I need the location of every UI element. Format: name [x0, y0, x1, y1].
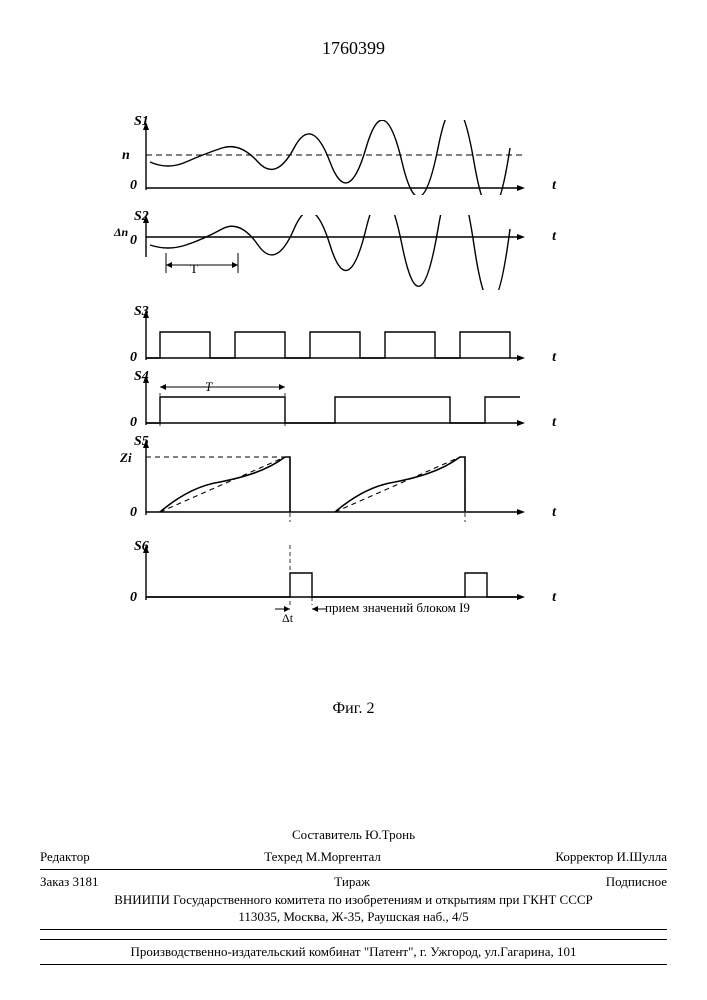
s4-ylabel: S4 [134, 369, 149, 385]
s1-midlabel: n [122, 148, 130, 164]
s1-ylabel: S1 [134, 114, 149, 130]
s4-period: T [205, 379, 212, 395]
s1-xlabel: t [552, 178, 556, 194]
s3-svg [130, 310, 530, 365]
s5-zi: Zi [120, 450, 132, 466]
s5-svg [130, 440, 530, 522]
s5-zero: 0 [130, 505, 137, 521]
compiler: Составитель Ю.Тронь [292, 826, 415, 844]
plot-s5: S5 Zi 0 t [130, 440, 550, 545]
s6-zero: 0 [130, 590, 137, 606]
s4-xlabel: t [552, 415, 556, 431]
s6-delta-t: Δt [282, 611, 293, 626]
s2-svg [130, 215, 530, 290]
org-line1: ВНИИПИ Государственного комитета по изоб… [40, 891, 667, 909]
editor-label: Редактор [40, 848, 90, 866]
order-number: Заказ 3181 [40, 873, 99, 891]
s4-svg [130, 375, 530, 430]
tirazh: Тираж [334, 873, 370, 891]
s5-xlabel: t [552, 505, 556, 521]
plot-s4: S4 0 t T [130, 375, 550, 440]
s5-ylabel: S5 [134, 434, 149, 450]
s6-ylabel: S6 [134, 539, 149, 555]
plot-s1: S1 n 0 t [130, 120, 550, 215]
s6-note: прием значений блоком I9 [325, 601, 470, 615]
plot-s3: S3 0 t [130, 310, 550, 375]
org-line2: 113035, Москва, Ж-35, Раушская наб., 4/5 [40, 908, 667, 926]
s4-zero: 0 [130, 415, 137, 431]
s2-zero: 0 [130, 233, 137, 249]
s2-period: T [190, 261, 198, 277]
s2-xlabel: t [552, 229, 556, 245]
plot-s6: S6 0 t Δt прием значений блоком I9 [130, 545, 550, 635]
s3-ylabel: S3 [134, 304, 149, 320]
s3-xlabel: t [552, 350, 556, 366]
s6-xlabel: t [552, 590, 556, 606]
s3-zero: 0 [130, 350, 137, 366]
imprint: Производственно-издательский комбинат "П… [40, 939, 667, 965]
subscription: Подписное [606, 873, 667, 891]
s1-zero: 0 [130, 178, 137, 194]
page-number: 1760399 [0, 38, 707, 59]
footer-block: Составитель Ю.Тронь Редактор Техред М.Мо… [40, 826, 667, 930]
tech-editor: Техред М.Моргентал [264, 848, 381, 866]
timing-diagram-figure: S1 n 0 t S2 Δn 0 t T [130, 120, 550, 680]
plot-s2: S2 Δn 0 t T [130, 215, 550, 310]
corrector: Корректор И.Шулла [555, 848, 667, 866]
s2-delta: Δn [114, 225, 128, 240]
s1-svg [130, 120, 530, 195]
s2-ylabel: S2 [134, 209, 149, 225]
figure-caption: Фиг. 2 [0, 700, 707, 718]
